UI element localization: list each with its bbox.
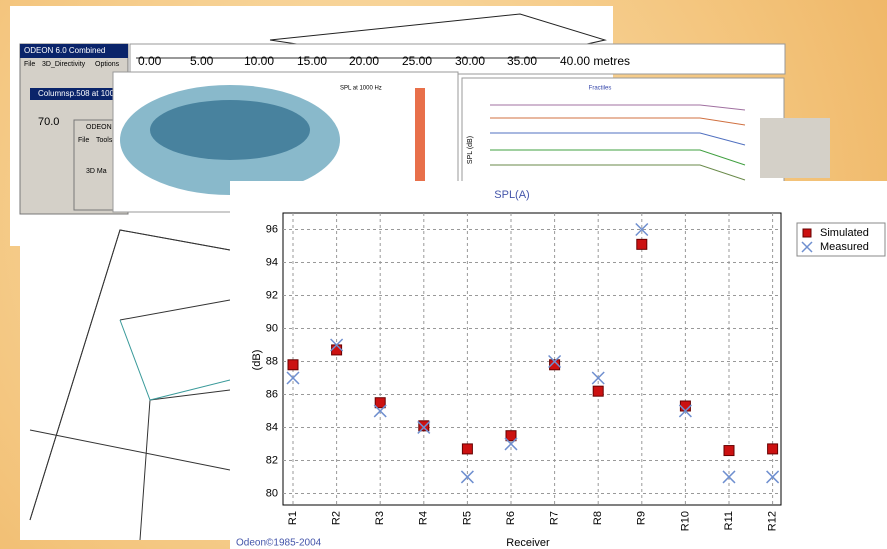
x-tick-label: R2 xyxy=(331,511,343,525)
chart: SPL(A) (dB) Receiver Odeon©1985-2004 80 8… xyxy=(0,0,887,549)
legend-swatch xyxy=(803,229,811,237)
y-tick-label: 90 xyxy=(266,322,278,334)
x-tick-label: R5 xyxy=(461,511,473,525)
point xyxy=(462,444,472,454)
x-tick-label: R6 xyxy=(505,511,517,525)
y-tick-label: 92 xyxy=(266,289,278,301)
legend-label: Simulated xyxy=(820,227,869,239)
footer: Odeon©1985-2004 xyxy=(236,538,322,549)
x-tick-label: R12 xyxy=(767,511,779,531)
point xyxy=(288,360,298,370)
y-tick-label: 96 xyxy=(266,223,278,235)
y-tick-label: 88 xyxy=(266,355,278,367)
point xyxy=(419,421,429,431)
y-tick-label: 82 xyxy=(266,454,278,466)
legend-label: Measured xyxy=(820,241,869,253)
x-tick-label: R7 xyxy=(549,511,561,525)
slide: 0.00 5.00 10.00 15.00 20.00 25.00 30.00 … xyxy=(0,0,887,549)
point xyxy=(375,398,385,408)
x-tick-label: R11 xyxy=(723,511,735,530)
x-axis-label: Receiver xyxy=(506,537,550,549)
x-tick-label: R9 xyxy=(636,511,648,525)
y-tick-label: 84 xyxy=(266,421,278,433)
x-tick-label: R1 xyxy=(287,511,299,525)
y-tick-label: 94 xyxy=(266,256,278,268)
chart-title: SPL(A) xyxy=(494,189,529,201)
x-tick-label: R4 xyxy=(418,511,430,525)
plot-area xyxy=(283,213,781,505)
y-tick-label: 80 xyxy=(266,487,278,499)
y-axis-label: (dB) xyxy=(251,350,263,371)
y-tick-label: 86 xyxy=(266,388,278,400)
x-tick-label: R8 xyxy=(592,511,604,525)
point xyxy=(593,386,603,396)
x-tick-label: R3 xyxy=(374,511,386,525)
point xyxy=(680,401,690,411)
x-tick-label: R10 xyxy=(679,511,691,531)
point xyxy=(724,446,734,456)
point xyxy=(506,431,516,441)
point xyxy=(332,345,342,355)
point xyxy=(637,239,647,249)
point xyxy=(768,444,778,454)
